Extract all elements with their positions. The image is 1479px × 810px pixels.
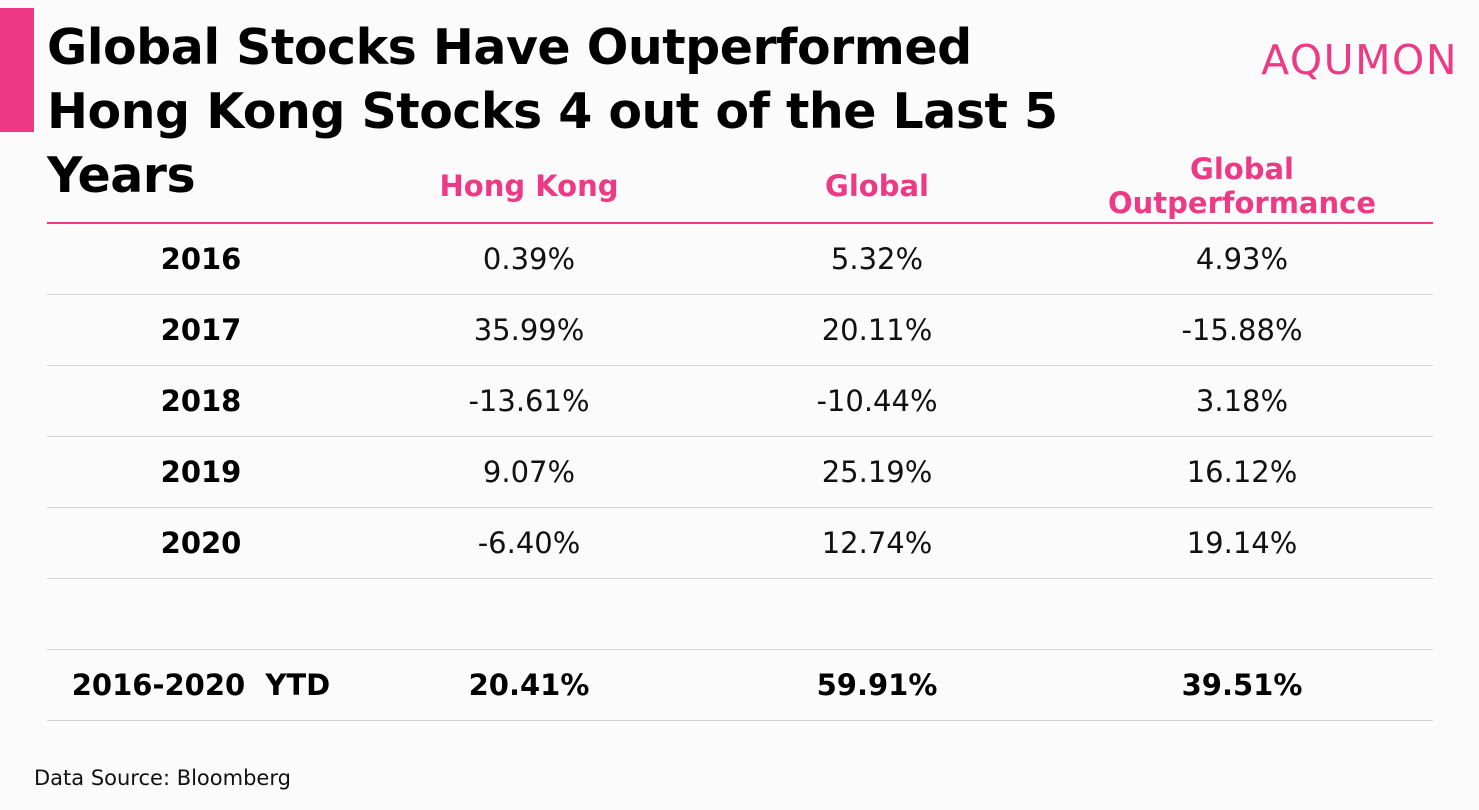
- header-hong-kong: Hong Kong: [355, 150, 703, 224]
- returns-table: Hong Kong Global Global Outperformance 2…: [47, 150, 1433, 721]
- cell-global: 5.32%: [703, 223, 1051, 295]
- header-year: [47, 150, 355, 224]
- row-year: 2018: [47, 365, 355, 437]
- page-title: Global Stocks Have Outperformed Hong Kon…: [47, 19, 1058, 204]
- cell-hong-kong: 35.99%: [355, 294, 703, 366]
- cell-global: -10.44%: [703, 365, 1051, 437]
- cell-global: 25.19%: [703, 436, 1051, 508]
- cell-global: 20.11%: [703, 294, 1051, 366]
- cell-outperformance: 4.93%: [1051, 223, 1433, 295]
- total-global: 59.91%: [703, 649, 1051, 721]
- total-hong-kong: 20.41%: [355, 649, 703, 721]
- cell-global: 12.74%: [703, 507, 1051, 579]
- cell-outperformance: -15.88%: [1051, 294, 1433, 366]
- total-row: 2016-2020 YTD 20.41% 59.91% 39.51%: [47, 649, 1433, 721]
- spacer-cell: [703, 578, 1051, 650]
- header-global-outperformance: Global Outperformance: [1051, 150, 1433, 224]
- title-accent-bar: [0, 8, 34, 132]
- table-row: 2016 0.39% 5.32% 4.93%: [47, 223, 1433, 295]
- brand-logo: AQUMON: [1261, 36, 1458, 84]
- cell-hong-kong: -13.61%: [355, 365, 703, 437]
- header-global: Global: [703, 150, 1051, 224]
- total-outperformance: 39.51%: [1051, 649, 1433, 721]
- row-year: 2017: [47, 294, 355, 366]
- spacer-cell: [1051, 578, 1433, 650]
- row-year: 2020: [47, 507, 355, 579]
- row-year: 2016: [47, 223, 355, 295]
- data-source-note: Data Source: Bloomberg: [34, 766, 291, 790]
- cell-outperformance: 19.14%: [1051, 507, 1433, 579]
- cell-hong-kong: 9.07%: [355, 436, 703, 508]
- cell-outperformance: 16.12%: [1051, 436, 1433, 508]
- table-row: 2017 35.99% 20.11% -15.88%: [47, 294, 1433, 366]
- spacer-cell: [47, 578, 355, 650]
- returns-table-container: Hong Kong Global Global Outperformance 2…: [47, 150, 1433, 721]
- row-year: 2019: [47, 436, 355, 508]
- table-row: 2020 -6.40% 12.74% 19.14%: [47, 507, 1433, 579]
- spacer-cell: [355, 578, 703, 650]
- cell-outperformance: 3.18%: [1051, 365, 1433, 437]
- total-label: 2016-2020 YTD: [47, 649, 355, 721]
- table-row: 2018 -13.61% -10.44% 3.18%: [47, 365, 1433, 437]
- table-header-row: Hong Kong Global Global Outperformance: [47, 150, 1433, 224]
- cell-hong-kong: -6.40%: [355, 507, 703, 579]
- spacer-row: [47, 578, 1433, 650]
- table-row: 2019 9.07% 25.19% 16.12%: [47, 436, 1433, 508]
- cell-hong-kong: 0.39%: [355, 223, 703, 295]
